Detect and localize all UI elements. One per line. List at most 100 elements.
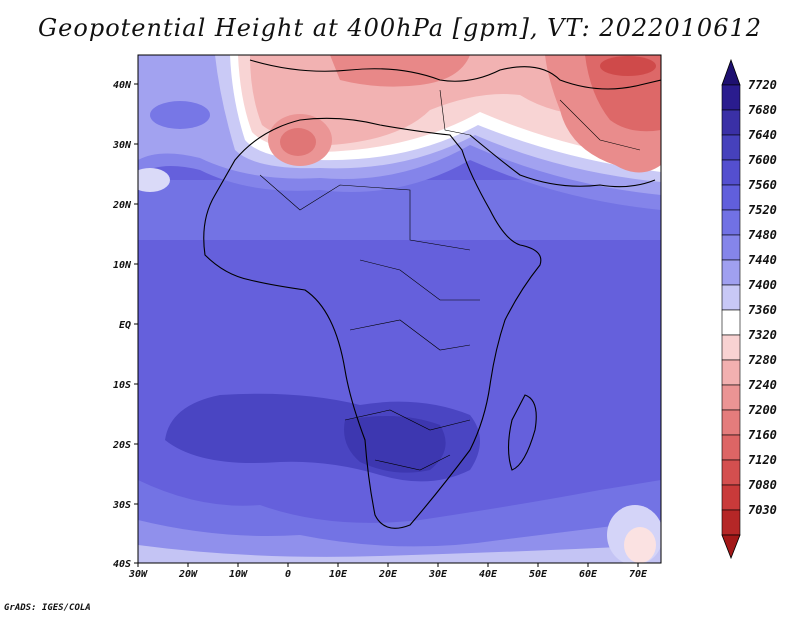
colorbar-swatch — [721, 459, 741, 486]
lon-tick-60E: 60E — [579, 563, 598, 580]
lon-label: 30E — [428, 569, 448, 580]
lon-tick-50E: 50E — [529, 563, 548, 580]
field-patch-southeast-core — [624, 527, 656, 563]
colorbar-swatch — [721, 209, 741, 236]
lon-tick-30E: 30E — [428, 563, 448, 580]
field-patch-westcoast — [138, 168, 170, 192]
colorbar-swatch — [721, 234, 741, 261]
colorbar-bottom-arrow — [721, 534, 741, 560]
lat-tick-20N: 20N — [112, 200, 138, 211]
colorbar-swatch — [721, 384, 741, 411]
colorbar: 7720 7680 7640 7600 7560 7520 7480 7440 7400 7360… — [721, 58, 777, 560]
chart-title: Geopotential Height at 400hPa [gpm], VT:… — [38, 14, 762, 42]
colorbar-level-label: 7200 — [748, 403, 777, 417]
colorbar-swatch — [721, 109, 741, 136]
lat-label: EQ — [119, 320, 131, 331]
colorbar-level-label: 7030 — [748, 503, 777, 517]
map-frame — [137, 54, 662, 564]
height-field — [138, 55, 661, 563]
colorbar-level-label: 7320 — [748, 328, 777, 342]
lon-label: 10E — [329, 569, 348, 580]
credit-text: GrADS: IGES/COLA — [4, 603, 91, 613]
colorbar-labels: 7720 7680 7640 7600 7560 7520 7480 7440 7400 7360… — [748, 78, 777, 517]
lat-tick-10S: 10S — [113, 380, 138, 391]
colorbar-boxes — [721, 84, 741, 536]
colorbar-level-label: 7520 — [748, 203, 777, 217]
border-line-1 — [259, 174, 471, 251]
colorbar-level-label: 7720 — [748, 78, 777, 92]
lon-tick-10E: 10E — [329, 563, 348, 580]
colorbar-swatch — [721, 84, 741, 111]
colorbar-level-label: 7280 — [748, 353, 777, 367]
colorbar-swatch — [721, 134, 741, 161]
field-patch-atlantic — [150, 101, 210, 129]
lat-tick-30N: 30N — [112, 140, 138, 151]
lat-label: 40N — [113, 80, 132, 91]
colorbar-level-label: 7400 — [748, 278, 777, 292]
europe-coast — [249, 59, 661, 90]
colorbar-level-label: 7600 — [748, 153, 777, 167]
lon-label: 30W — [128, 569, 148, 580]
lon-label: 20E — [378, 569, 398, 580]
field-low-sahara-core — [280, 128, 316, 156]
colorbar-level-label: 7440 — [748, 253, 777, 267]
lon-axis: 30W 20W 10W 0 10E 20E 30E 40E 50E 60E 70… — [128, 563, 648, 580]
lat-axis: 40N 30N 20N 10N EQ 10S 20S 30S 40S — [112, 80, 138, 570]
arabia-coast — [469, 134, 656, 188]
lat-label: 20S — [112, 440, 131, 451]
lon-tick-70E: 70E — [629, 563, 648, 580]
madagascar-outline — [507, 394, 537, 471]
colorbar-level-label: 7640 — [748, 128, 777, 142]
lon-tick-0: 0 — [285, 563, 291, 580]
colorbar-swatch — [721, 309, 741, 336]
colorbar-top-arrow — [721, 58, 741, 86]
coastlines — [203, 59, 661, 529]
colorbar-swatch — [721, 184, 741, 211]
colorbar-level-label: 7160 — [748, 428, 777, 442]
colorbar-swatch — [721, 484, 741, 511]
lon-label: 10W — [229, 569, 248, 580]
lon-tick-10W: 10W — [229, 563, 248, 580]
lon-tick-40E: 40E — [479, 563, 498, 580]
border-line-6 — [439, 89, 471, 136]
colorbar-swatch — [721, 259, 741, 286]
colorbar-swatch — [721, 284, 741, 311]
lat-tick-20S: 20S — [112, 440, 138, 451]
colorbar-swatch — [721, 434, 741, 461]
field-high-south-core — [344, 416, 446, 473]
colorbar-level-label: 7240 — [748, 378, 777, 392]
colorbar-swatch — [721, 409, 741, 436]
lat-tick-30S: 30S — [112, 500, 138, 511]
borders — [259, 89, 641, 471]
colorbar-level-label: 7680 — [748, 103, 777, 117]
colorbar-level-label: 7080 — [748, 478, 777, 492]
lat-label: 20N — [112, 200, 132, 211]
lon-label: 70E — [629, 569, 648, 580]
colorbar-swatch — [721, 334, 741, 361]
lon-tick-20W: 20W — [178, 563, 198, 580]
lat-label: 10N — [113, 260, 132, 271]
border-line-2 — [359, 259, 480, 301]
border-line-3 — [349, 319, 471, 351]
colorbar-level-label: 7560 — [748, 178, 777, 192]
colorbar-level-label: 7480 — [748, 228, 777, 242]
lon-label: 40E — [479, 569, 498, 580]
lat-label: 30N — [112, 140, 132, 151]
colorbar-swatch — [721, 509, 741, 536]
lat-label: 40S — [113, 559, 131, 570]
lon-tick-30W: 30W — [128, 563, 148, 580]
lon-label: 50E — [529, 569, 548, 580]
lat-label: 30S — [112, 500, 131, 511]
border-line-7 — [559, 99, 641, 151]
lat-tick-EQ: EQ — [119, 320, 138, 331]
border-line-5 — [374, 454, 451, 471]
lat-tick-40N: 40N — [113, 80, 138, 91]
lat-label: 10S — [113, 380, 131, 391]
colorbar-swatch — [721, 359, 741, 386]
lon-label: 0 — [285, 569, 291, 580]
africa-outline — [203, 117, 542, 529]
lon-tick-20E: 20E — [378, 563, 398, 580]
lat-tick-40S: 40S — [113, 559, 138, 570]
lon-label: 20W — [178, 569, 198, 580]
